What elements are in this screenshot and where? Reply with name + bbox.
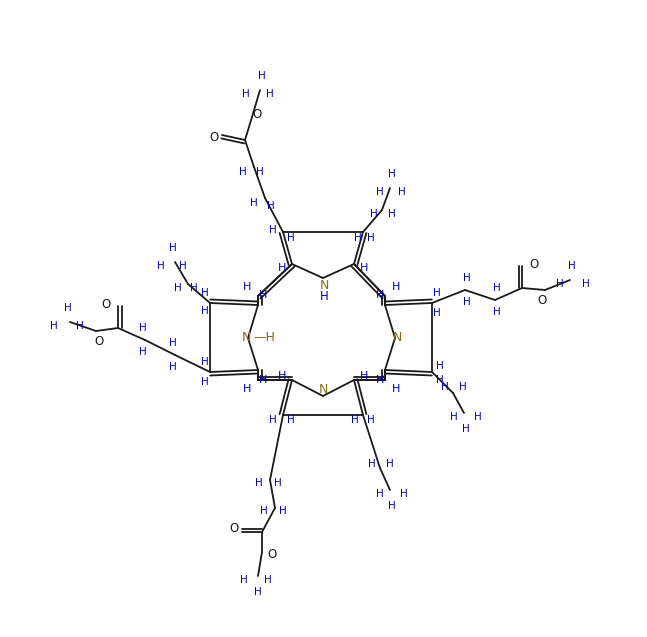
Text: H: H [463, 273, 471, 283]
Text: H: H [433, 288, 441, 298]
Text: H: H [201, 357, 209, 367]
Text: H: H [351, 415, 359, 425]
Text: O: O [529, 257, 538, 271]
Text: H: H [157, 261, 165, 271]
Text: H: H [388, 209, 396, 219]
Text: H: H [242, 89, 250, 99]
Text: H: H [433, 308, 441, 318]
Text: H: H [256, 167, 264, 177]
Text: H: H [76, 321, 84, 331]
Text: H: H [169, 362, 177, 372]
Text: H: H [201, 288, 209, 298]
Text: H: H [274, 478, 282, 488]
Text: H: H [367, 415, 375, 425]
Text: H: H [269, 415, 277, 425]
Text: H: H [139, 323, 147, 333]
Text: H: H [386, 459, 394, 469]
Text: O: O [230, 522, 239, 536]
Text: H: H [556, 279, 564, 289]
Text: H: H [376, 375, 384, 385]
Text: H: H [50, 321, 58, 331]
Text: O: O [102, 297, 111, 310]
Text: H: H [266, 89, 274, 99]
Text: H: H [287, 415, 295, 425]
Text: N: N [318, 382, 327, 396]
Text: N: N [241, 331, 250, 343]
Text: H: H [441, 382, 449, 392]
Text: H: H [360, 263, 368, 273]
Text: H: H [169, 338, 177, 348]
Text: H: H [240, 575, 248, 585]
Text: H: H [64, 303, 72, 313]
Text: H: H [450, 412, 458, 422]
Text: H: H [190, 283, 198, 293]
Text: H: H [287, 233, 295, 243]
Text: H: H [279, 506, 287, 516]
Text: H: H [174, 283, 182, 293]
Text: H: H [360, 371, 368, 381]
Text: H: H [320, 289, 329, 303]
Text: H: H [269, 225, 277, 235]
Text: H: H [239, 167, 247, 177]
Text: H: H [436, 361, 444, 371]
Text: O: O [252, 108, 261, 120]
Text: H: H [354, 233, 362, 243]
Text: H: H [463, 297, 471, 307]
Text: H: H [260, 506, 268, 516]
Text: H: H [278, 263, 286, 273]
Text: H: H [459, 382, 467, 392]
Text: H: H [179, 261, 187, 271]
Text: O: O [538, 294, 547, 306]
Text: H: H [376, 187, 384, 197]
Text: H: H [258, 71, 266, 81]
Text: H: H [201, 306, 209, 316]
Text: H: H [367, 233, 375, 243]
Text: H: H [254, 587, 262, 597]
Text: H: H [392, 384, 400, 394]
Text: H: H [267, 201, 275, 211]
Text: H: H [259, 290, 267, 300]
Text: O: O [94, 334, 104, 348]
Text: H: H [392, 282, 400, 292]
Text: H: H [398, 187, 406, 197]
Text: H: H [139, 347, 147, 357]
Text: H: H [568, 261, 576, 271]
Text: H: H [370, 209, 378, 219]
Text: O: O [267, 548, 277, 561]
Text: H: H [259, 375, 267, 385]
Text: H: H [462, 424, 470, 434]
Text: N: N [320, 278, 329, 292]
Text: N: N [392, 331, 402, 343]
Text: H: H [201, 377, 209, 387]
Text: H: H [264, 575, 272, 585]
Text: O: O [210, 131, 219, 143]
Text: H: H [474, 412, 482, 422]
Text: H: H [493, 283, 501, 293]
Text: H: H [388, 169, 396, 179]
Text: H: H [400, 489, 408, 499]
Text: H: H [368, 459, 376, 469]
Text: H: H [376, 489, 384, 499]
Text: H: H [436, 375, 444, 385]
Text: H: H [376, 290, 384, 300]
Text: H: H [582, 279, 590, 289]
Text: H: H [255, 478, 263, 488]
Text: H: H [388, 501, 396, 511]
Text: H: H [278, 371, 286, 381]
Text: —H: —H [253, 331, 275, 343]
Text: H: H [169, 243, 177, 253]
Text: H: H [250, 198, 258, 208]
Text: H: H [243, 384, 251, 394]
Text: H: H [243, 282, 251, 292]
Text: H: H [493, 307, 501, 317]
